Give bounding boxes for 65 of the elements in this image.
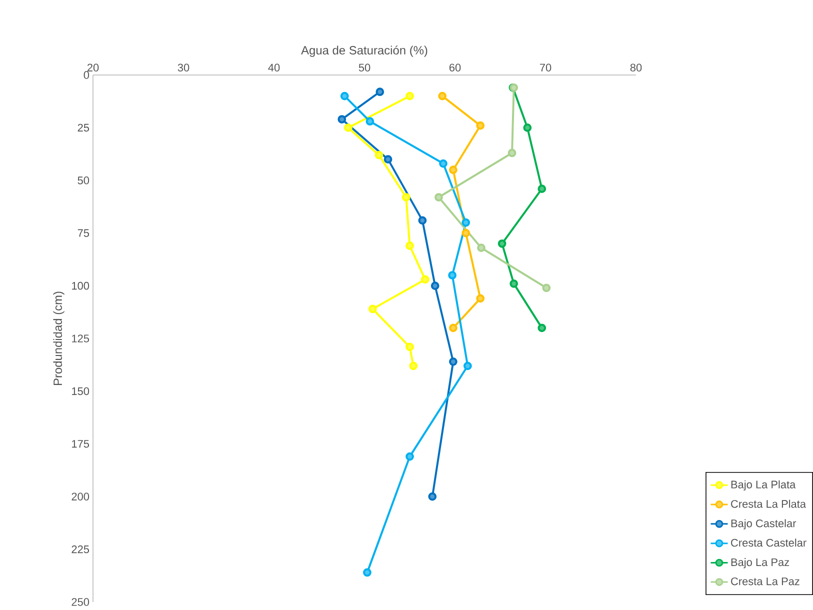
y-tick-label: 125 [72, 334, 90, 342]
y-tick-label: 225 [72, 545, 90, 554]
point [462, 228, 470, 238]
y-tick-label: 250 [72, 598, 90, 606]
point [476, 121, 485, 130]
y-tick-label: 25 [78, 124, 90, 132]
y-tick-label: 175 [72, 440, 90, 448]
legend-label: Cresta Castelar [731, 538, 806, 547]
point [376, 88, 384, 96]
point [463, 362, 472, 370]
point [476, 294, 485, 303]
y-tick-label: 50 [78, 176, 90, 184]
point [449, 166, 458, 174]
legend-label: Bajo La Plata [731, 480, 796, 491]
point [363, 568, 372, 577]
point [523, 124, 532, 132]
y-tick-label: 0 [84, 71, 90, 79]
point [477, 244, 486, 252]
point [430, 282, 440, 290]
point [344, 124, 352, 132]
point [449, 324, 458, 332]
point [538, 324, 546, 332]
point [510, 279, 518, 288]
x-tick-label: 60 [449, 64, 461, 72]
y-tick-label: 100 [72, 282, 90, 290]
point [420, 275, 430, 284]
y-tick-label: 150 [72, 387, 90, 396]
point [538, 184, 546, 194]
point [418, 216, 427, 225]
y-tick-label: 75 [78, 229, 90, 237]
point [439, 159, 448, 168]
point [340, 92, 349, 100]
point [368, 304, 377, 314]
x-tick-label: 40 [268, 64, 280, 72]
point [406, 452, 414, 461]
x-tick-label: 30 [178, 64, 190, 72]
point [402, 193, 410, 202]
point [462, 218, 470, 227]
point [428, 492, 437, 501]
point [338, 115, 346, 124]
point [448, 271, 456, 280]
point [438, 92, 447, 100]
legend-label: Cresta La Plata [731, 500, 806, 508]
point [384, 155, 392, 164]
x-tick-label: 80 [630, 64, 642, 72]
point [498, 239, 506, 248]
y-axis-title: Produndidad (cm) [53, 292, 64, 386]
y-tick-label: 200 [72, 492, 90, 500]
legend-label: Cresta La Paz [731, 577, 800, 586]
point [374, 150, 384, 160]
legend-label: Bajo La Paz [731, 558, 790, 568]
legend-label: Bajo Castelar [731, 519, 796, 530]
point [508, 148, 516, 158]
point [406, 342, 414, 352]
x-axis-title: Agua de Saturación (%) [301, 46, 428, 57]
point [542, 284, 551, 292]
x-tick-label: 50 [358, 64, 370, 72]
point [434, 193, 443, 202]
point [406, 92, 414, 100]
point [406, 242, 414, 250]
point [409, 362, 418, 370]
x-tick-label: 20 [87, 64, 99, 72]
point [449, 357, 458, 366]
x-tick-label: 70 [540, 64, 552, 72]
point [366, 117, 374, 126]
